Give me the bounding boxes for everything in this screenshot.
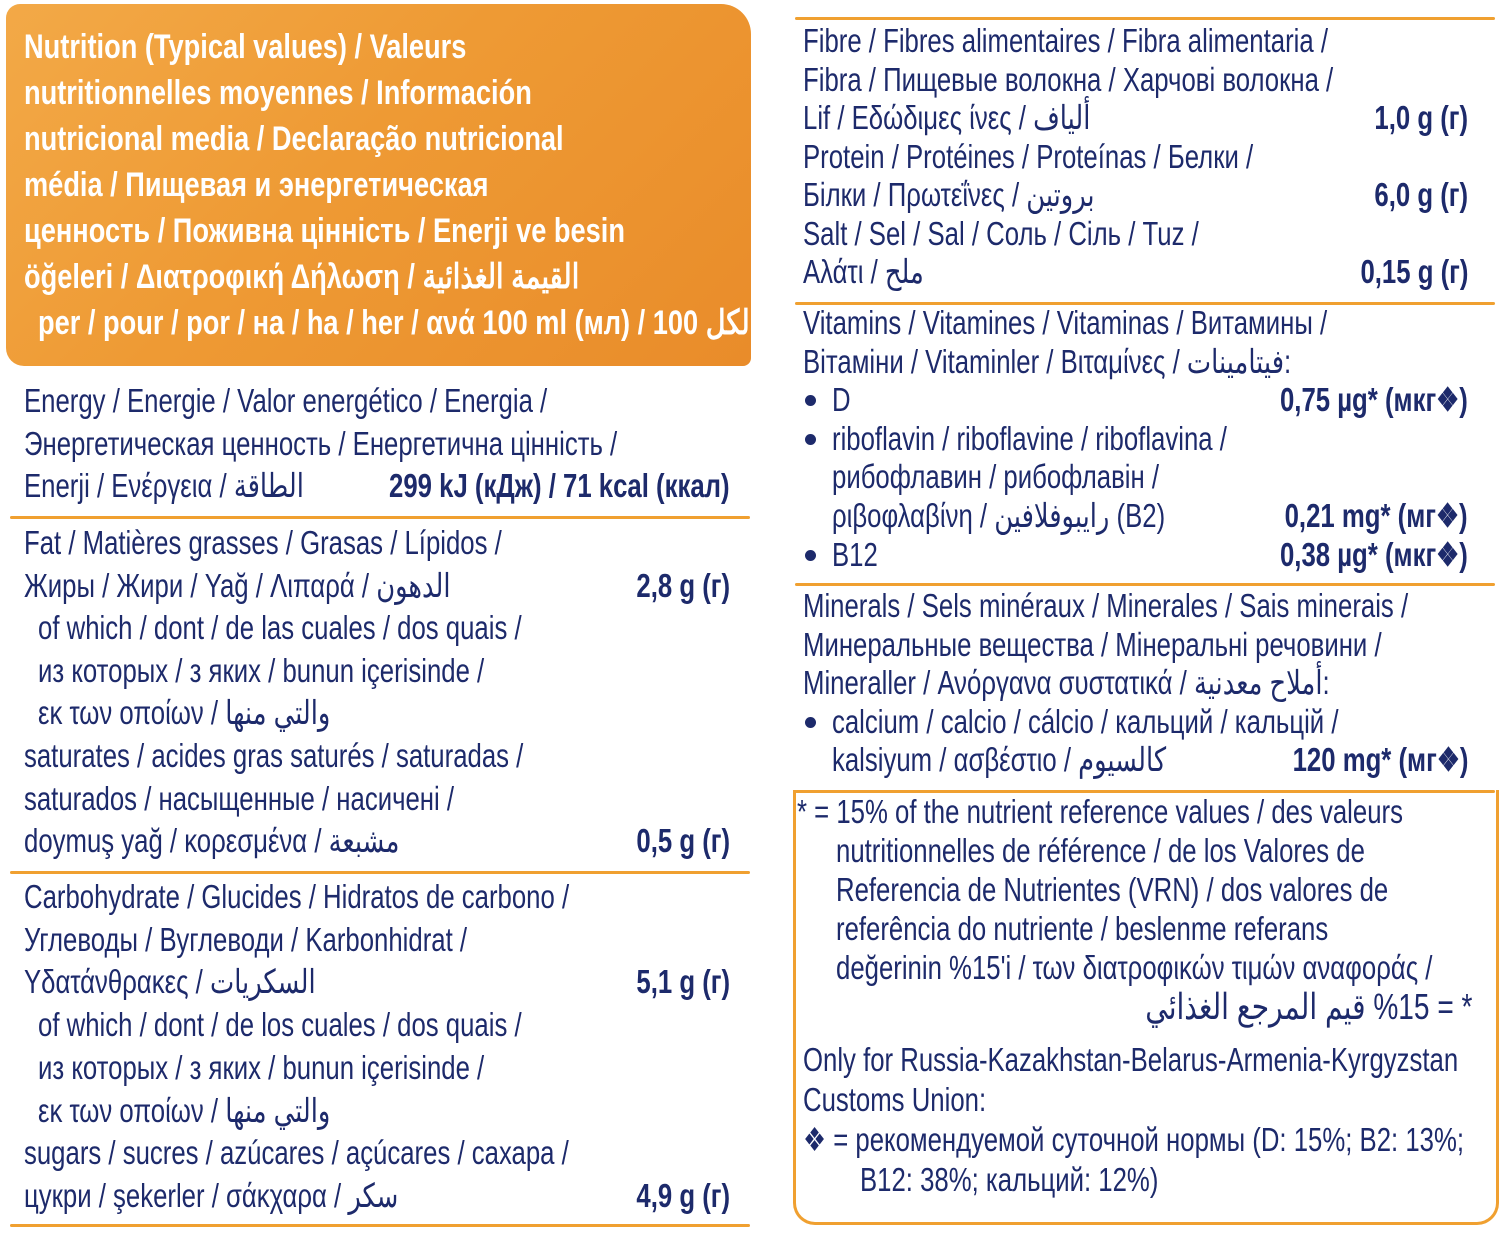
header-line: öğeleri / Διατροφική Δήλωση / القيمة الغ… xyxy=(24,258,580,296)
divider xyxy=(795,17,1495,20)
fibre-protein-salt-section-line: Salt / Sel / Sal / Соль / Сіль / Tuz / xyxy=(803,214,1199,252)
minerals-section-line: Minerals / Sels minéraux / Minerales / S… xyxy=(803,587,1409,624)
divider xyxy=(795,790,1495,793)
vitamins-section-line: рибофлавин / рибофлавін / xyxy=(832,458,1160,496)
fibre-protein-salt-section-line: Protein / Protéines / Proteínas / Белки … xyxy=(803,137,1254,175)
minerals-section-value: 120 mg* (мг❖) xyxy=(1292,741,1468,778)
carbohydrate-section-line: Υδατάνθρακες / السكريات xyxy=(24,963,316,1001)
fat-section-value: 0,5 g (г) xyxy=(636,822,730,860)
customs-union-section-line: Only for Russia-Kazakhstan-Belarus-Armen… xyxy=(803,1041,1459,1078)
header-line: nutritionnelles moyennes / Información xyxy=(24,74,532,112)
vitamins-section-value: 0,75 µg* (мкг❖) xyxy=(1280,381,1468,419)
fibre-protein-salt-section-value: 1,0 g (г) xyxy=(1374,99,1468,136)
footnote-section-line: * = %15 قيم المرجع الغذائي xyxy=(1144,986,1472,1027)
divider xyxy=(795,583,1495,586)
bullet-icon xyxy=(805,433,816,445)
fat-section-line: doymuş yağ / κορεσμένα / مشبعة xyxy=(24,822,400,860)
carbohydrate-section-value: 5,1 g (г) xyxy=(636,963,730,1001)
fat-section-line: εκ των οποίων / والتي منها xyxy=(38,694,331,732)
footnote-section-line: referência do nutriente / beslenme refer… xyxy=(836,910,1329,947)
footnote-section-line: nutritionnelles de référence / de los Va… xyxy=(836,832,1365,869)
fibre-protein-salt-section-line: Fibre / Fibres alimentaires / Fibra alim… xyxy=(803,22,1328,59)
header-line: nutricional media / Declaração nutricion… xyxy=(24,120,564,158)
header-line: ценность / Поживна цінність / Enerji ve … xyxy=(24,212,625,250)
carbohydrate-section-value: 4,9 g (г) xyxy=(636,1176,730,1214)
vitamins-section-line: Вітаміни / Vitaminler / Βιταμίνες / فيتا… xyxy=(803,342,1292,380)
carbohydrate-section-line: εκ των οποίων / والتي منها xyxy=(38,1091,331,1129)
energy-section-line: Энергетическая ценность / Енергетична ці… xyxy=(24,424,618,462)
fat-section-line: saturates / acides gras saturés / satura… xyxy=(24,737,524,774)
vitamins-section-line: B12 xyxy=(832,535,878,573)
carbohydrate-section-line: Углеводы / Вуглеводи / Karbonhidrat / xyxy=(24,920,468,958)
fat-section-line: of which / dont / de las cuales / dos qu… xyxy=(38,609,522,647)
minerals-section-line: Минеральные вещества / Мінеральні речови… xyxy=(803,625,1382,663)
vitamins-section-line: D xyxy=(832,381,851,419)
customs-union-section-line: Customs Union: xyxy=(803,1081,987,1118)
carbohydrate-section-line: Carbohydrate / Glucides / Hidratos de ca… xyxy=(24,878,570,915)
energy-section-line: Enerji / Ενέργεια / الطاقة xyxy=(24,467,304,504)
fat-section-line: Жиры / Жири / Yağ / Λιπαρά / الدهون xyxy=(24,566,451,604)
fibre-protein-salt-section-line: Lif / Εδώδιμες ίνες / ألياف xyxy=(803,99,1091,136)
vitamins-section-line: ριβοφλαβίνη / رايبوفلافين (B2) xyxy=(832,497,1166,534)
fat-section-line: Fat / Matières grasses / Grasas / Lípido… xyxy=(24,524,502,561)
minerals-section-line: Mineraller / Ανόργανα συστατικά / أملاح … xyxy=(803,664,1330,701)
energy-section-line: Energy / Energie / Valor energético / En… xyxy=(24,382,548,419)
header-line: Nutrition (Typical values) / Valeurs xyxy=(24,28,467,66)
fibre-protein-salt-section-value: 6,0 g (г) xyxy=(1374,176,1468,213)
fibre-protein-salt-section-line: Αλάτι / ملح xyxy=(803,253,924,290)
header-line: per / pour / por / на / ha / her / ανά 1… xyxy=(38,304,750,342)
minerals-section-line: calcium / calcio / cálcio / кальций / ка… xyxy=(832,702,1339,740)
fat-section-line: из которых / з яких / bunun içerisinde / xyxy=(38,651,485,689)
vitamins-section-line: Vitamins / Vitamines / Vitaminas / Витам… xyxy=(803,304,1328,341)
fat-section-line: saturados / насыщенные / насичені / xyxy=(24,779,455,817)
bullet-icon xyxy=(805,549,816,561)
carbohydrate-section-line: of which / dont / de los cuales / dos qu… xyxy=(38,1006,522,1044)
footnote-section-line: değerinin %15'i / των διατροφικών τιμών … xyxy=(836,949,1433,986)
vitamins-section-line: riboflavin / riboflavine / riboflavina / xyxy=(832,419,1227,457)
carbohydrate-section-line: из которых / з яких / bunun içerisinde / xyxy=(38,1048,485,1086)
customs-union-section-line: B12: 38%; кальций: 12%) xyxy=(860,1161,1159,1198)
bullet-icon xyxy=(805,716,816,728)
divider xyxy=(795,302,1495,305)
bullet-icon xyxy=(805,395,816,407)
fibre-protein-salt-section-value: 0,15 g (г) xyxy=(1360,253,1468,290)
fat-section-value: 2,8 g (г) xyxy=(636,566,730,604)
divider xyxy=(10,1224,750,1227)
footnote-section-line: Referencia de Nutrientes (VRN) / dos val… xyxy=(836,871,1389,908)
footnote-section-line: * = 15% of the nutrient reference values… xyxy=(797,793,1403,830)
fibre-protein-salt-section-line: Fibra / Пищевые волокна / Харчові волокн… xyxy=(803,60,1334,98)
nutrition-header-panel xyxy=(6,4,751,366)
vitamins-section-value: 0,21 mg* (мг❖) xyxy=(1284,497,1468,534)
footnote-border xyxy=(793,790,1499,1225)
carbohydrate-section-line: sugars / sucres / azúcares / açúcares / … xyxy=(24,1134,569,1172)
energy-section-value: 299 kJ (кДж) / 71 kcal (ккал) xyxy=(389,467,730,504)
vitamins-section-value: 0,38 µg* (мкг❖) xyxy=(1280,535,1468,573)
divider xyxy=(10,871,750,874)
carbohydrate-section-line: цукри / şekerler / σάκχαρα / سكر xyxy=(24,1176,399,1214)
fibre-protein-salt-section-line: Білки / Πρωτεΐνες / بروتين xyxy=(803,176,1095,213)
divider xyxy=(10,516,750,519)
minerals-section-line: kalsiyum / ασβέστιο / كالسيوم xyxy=(832,741,1167,778)
header-line: média / Пищевая и энергетическая xyxy=(24,166,489,204)
customs-union-section-line: ❖ = рекомендуемой суточной нормы (D: 15%… xyxy=(803,1121,1464,1158)
